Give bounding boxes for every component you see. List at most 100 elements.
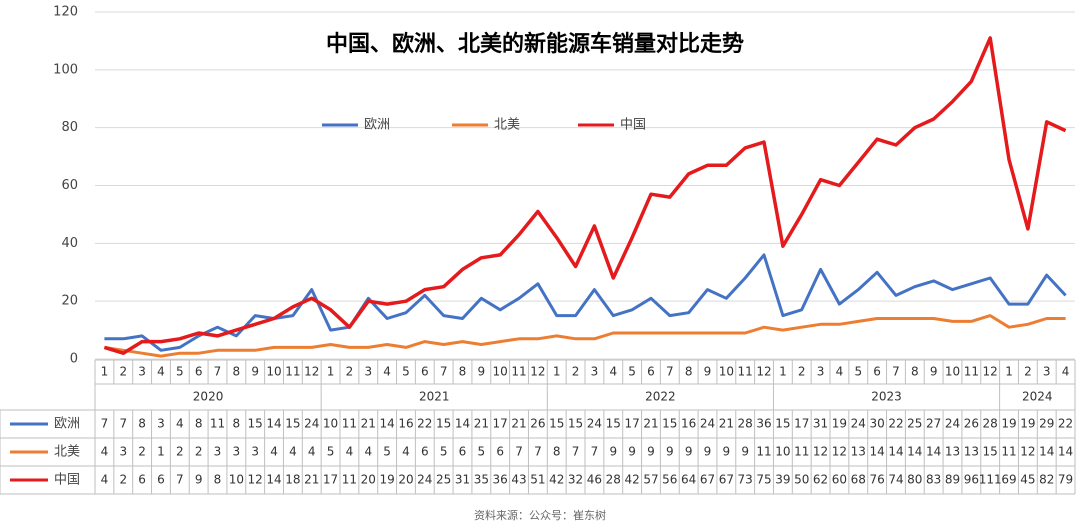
table-value: 4: [308, 445, 316, 459]
series-line: [104, 314, 1066, 358]
table-value: 2: [176, 445, 184, 459]
table-value: 9: [741, 445, 749, 459]
table-value: 69: [1001, 473, 1016, 487]
x-tick-label: 7: [892, 365, 900, 379]
x-tick-label: 1: [779, 365, 787, 379]
table-value: 14: [379, 417, 394, 431]
table-value: 25: [436, 473, 451, 487]
table-value: 3: [157, 417, 165, 431]
table-value: 19: [832, 417, 847, 431]
table-value: 24: [417, 473, 432, 487]
table-value: 6: [459, 445, 467, 459]
table-value: 32: [568, 473, 583, 487]
x-tick-label: 4: [1062, 365, 1070, 379]
table-value: 5: [383, 445, 391, 459]
table-value: 4: [346, 445, 354, 459]
x-tick-label: 10: [719, 365, 734, 379]
table-value: 16: [398, 417, 413, 431]
table-value: 15: [983, 445, 998, 459]
table-value: 11: [756, 445, 771, 459]
x-tick-label: 5: [854, 365, 862, 379]
table-value: 6: [138, 473, 146, 487]
x-tick-label: 2: [798, 365, 806, 379]
table-value: 14: [1058, 445, 1073, 459]
table-value: 35: [474, 473, 489, 487]
table-value: 7: [176, 473, 184, 487]
table-value: 14: [907, 445, 922, 459]
table-value: 14: [266, 417, 281, 431]
table-value: 16: [681, 417, 696, 431]
table-value: 21: [304, 473, 319, 487]
table-value: 7: [119, 417, 127, 431]
x-tick-label: 4: [157, 365, 165, 379]
table-value: 89: [945, 473, 960, 487]
x-tick-label: 8: [911, 365, 919, 379]
table-value: 31: [455, 473, 470, 487]
x-tick-label: 8: [459, 365, 467, 379]
table-value: 14: [888, 445, 903, 459]
table-value: 28: [738, 417, 753, 431]
table-value: 46: [587, 473, 602, 487]
table-value: 22: [1058, 417, 1073, 431]
table-value: 2: [119, 473, 127, 487]
table-value: 39: [775, 473, 790, 487]
table-value: 11: [794, 445, 809, 459]
x-tick-label: 12: [304, 365, 319, 379]
table-value: 17: [794, 417, 809, 431]
x-tick-label: 6: [647, 365, 655, 379]
table-value: 28: [606, 473, 621, 487]
x-tick-label: 8: [233, 365, 241, 379]
table-value: 4: [101, 445, 109, 459]
table-value: 21: [719, 417, 734, 431]
x-tick-label: 4: [836, 365, 844, 379]
table-value: 50: [794, 473, 809, 487]
table-value: 76: [869, 473, 884, 487]
x-tick-label: 6: [421, 365, 429, 379]
table-value: 18: [285, 473, 300, 487]
table-value: 43: [511, 473, 526, 487]
table-value: 9: [723, 445, 731, 459]
table-value: 8: [233, 417, 241, 431]
x-tick-label: 2: [572, 365, 580, 379]
table-value: 13: [851, 445, 866, 459]
year-label: 2023: [871, 390, 902, 404]
table-value: 6: [496, 445, 504, 459]
x-tick-label: 7: [214, 365, 222, 379]
y-tick-label: 60: [61, 178, 78, 193]
table-value: 8: [553, 445, 561, 459]
table-value: 21: [474, 417, 489, 431]
table-value: 73: [738, 473, 753, 487]
table-value: 24: [587, 417, 602, 431]
table-value: 60: [832, 473, 847, 487]
table-value: 12: [1020, 445, 1035, 459]
y-tick-label: 20: [61, 294, 78, 309]
table-value: 57: [643, 473, 658, 487]
x-tick-label: 6: [873, 365, 881, 379]
row-label: 北美: [54, 445, 80, 460]
table-value: 15: [549, 417, 564, 431]
table-value: 1: [157, 445, 165, 459]
table-value: 96: [964, 473, 979, 487]
table-value: 17: [323, 473, 338, 487]
table-value: 74: [888, 473, 903, 487]
x-tick-label: 1: [101, 365, 109, 379]
year-label: 2022: [645, 390, 676, 404]
x-tick-label: 10: [493, 365, 508, 379]
x-tick-label: 6: [195, 365, 203, 379]
x-tick-label: 1: [553, 365, 561, 379]
table-value: 2: [138, 445, 146, 459]
table-value: 82: [1039, 473, 1054, 487]
y-tick-label: 120: [53, 5, 78, 20]
table-value: 9: [628, 445, 636, 459]
row-label: 欧洲: [54, 417, 80, 432]
table-value: 9: [704, 445, 712, 459]
x-tick-label: 7: [440, 365, 448, 379]
table-value: 14: [926, 445, 941, 459]
table-value: 15: [436, 417, 451, 431]
table-value: 28: [983, 417, 998, 431]
y-tick-label: 40: [61, 236, 78, 251]
table-value: 31: [813, 417, 828, 431]
x-tick-label: 11: [964, 365, 979, 379]
row-label: 中国: [54, 473, 80, 488]
